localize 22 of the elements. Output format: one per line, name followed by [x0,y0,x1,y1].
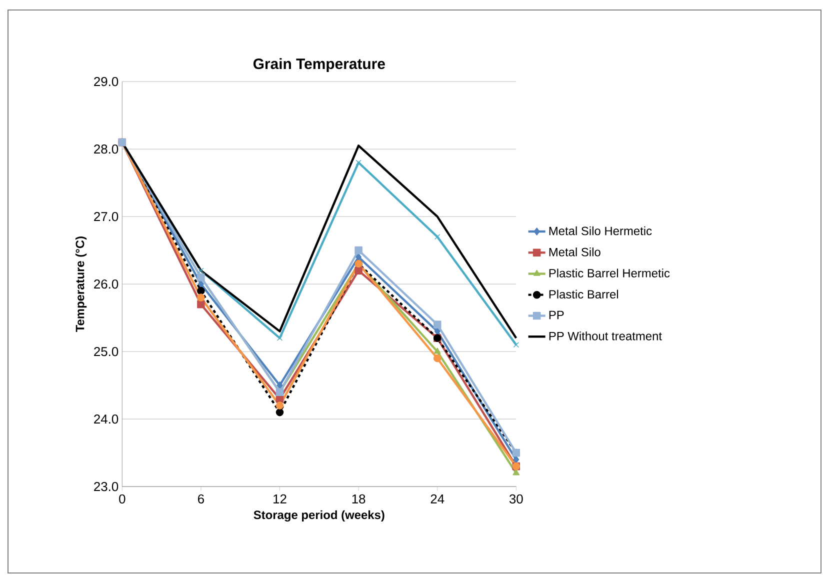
x-tick-label: 24 [430,494,444,504]
x-tick-label: 6 [198,494,204,504]
x-tick-label: 18 [352,494,366,504]
legend-label: Plastic Barrel Hermetic [549,268,670,278]
y-tick-label: 26.0 [94,279,118,289]
legend-label: Metal Silo [549,248,600,256]
y-tick-label: 28.0 [94,144,118,154]
x-axis-title: Storage period (weeks) [254,510,384,522]
legend-label: PP [549,310,564,320]
x-tick-label: 0 [119,494,126,504]
x-tick-label: 30 [509,494,523,504]
y-axis-title: Temperature (°C) [75,236,87,332]
legend-label: PP Without treatment [549,332,662,340]
y-tick-label: 24.0 [94,414,118,424]
y-tick-label: 29.0 [94,76,118,86]
legend-label: Plastic Barrel [549,290,618,299]
y-tick-label: 25.0 [94,346,118,356]
legend-label: Metal Silo Hermetic [549,226,652,236]
chart-title: Grain Temperature [253,58,385,72]
y-tick-label: 23.0 [94,482,118,492]
x-tick-label: 12 [274,494,286,504]
y-tick-label: 27.0 [94,212,118,222]
